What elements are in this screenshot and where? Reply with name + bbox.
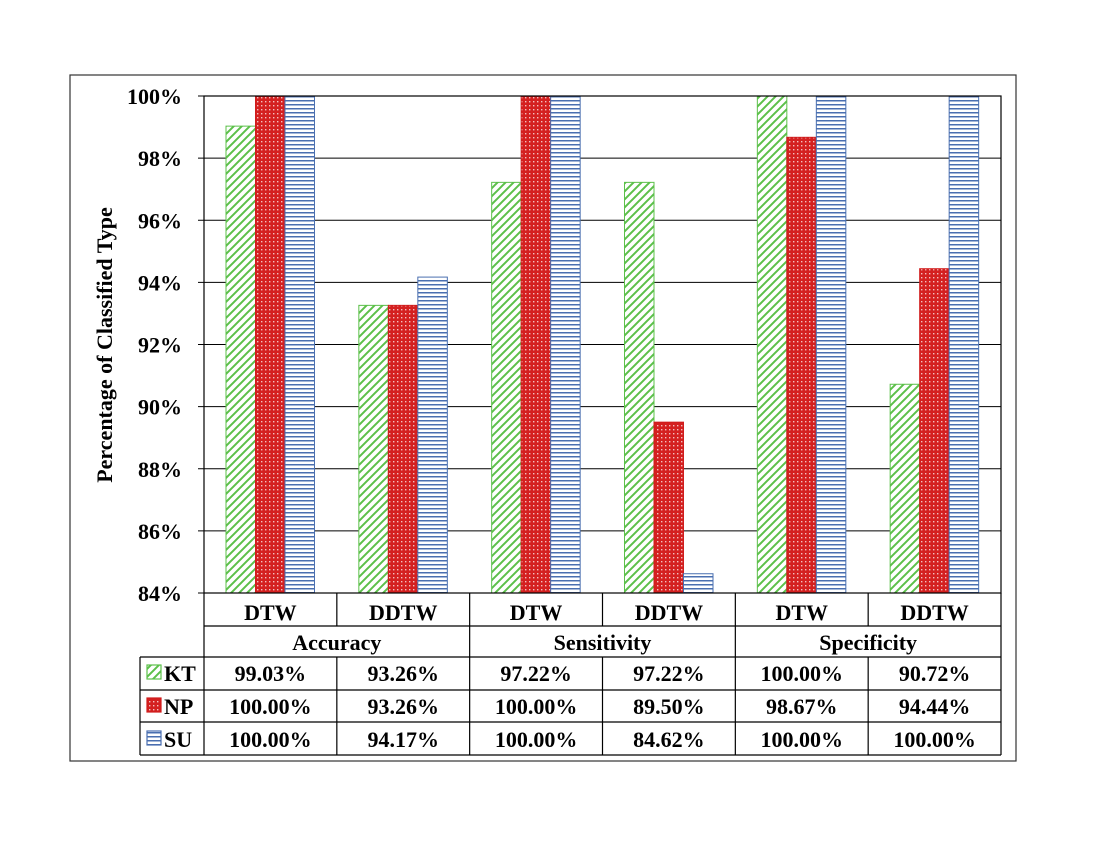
- bar-su: [948, 95, 980, 594]
- data-label: 94.44%: [899, 694, 971, 719]
- bar-np: [520, 95, 552, 594]
- data-label: 100.00%: [229, 694, 312, 719]
- x-tick-label: DTW: [244, 600, 297, 625]
- y-tick-label: 98%: [138, 146, 182, 171]
- bar-kt: [225, 125, 256, 594]
- y-tick-label: 94%: [138, 270, 182, 295]
- data-label: 98.67%: [766, 694, 838, 719]
- y-tick-label: 86%: [138, 519, 182, 544]
- bar-kt: [624, 181, 655, 594]
- data-label: 93.26%: [368, 694, 440, 719]
- data-label: 93.26%: [368, 661, 440, 686]
- y-tick-label: 88%: [138, 457, 182, 482]
- x-tick-label: DDTW: [900, 600, 968, 625]
- data-label: 100.00%: [229, 727, 312, 752]
- x-tick-label: DDTW: [369, 600, 437, 625]
- y-tick-label: 84%: [138, 581, 182, 606]
- bar-np: [387, 304, 419, 594]
- bar-np: [919, 268, 950, 594]
- bars: [225, 95, 980, 594]
- data-label: 97.22%: [633, 661, 705, 686]
- data-label: 94.17%: [368, 727, 440, 752]
- legend-label: SU: [164, 727, 192, 752]
- legend-swatch-np: [146, 697, 162, 713]
- legend-label: NP: [164, 694, 193, 719]
- group-label: Sensitivity: [554, 630, 652, 655]
- bar-kt: [756, 95, 788, 594]
- gridlines: [198, 95, 1001, 594]
- data-label: 100.00%: [495, 727, 578, 752]
- y-axis-label: Percentage of Classified Type: [92, 207, 117, 483]
- data-label: 97.22%: [500, 661, 572, 686]
- y-tick-label: 92%: [138, 333, 182, 358]
- legend-swatch-su: [146, 730, 162, 746]
- chart-frame: [69, 74, 1017, 762]
- data-table: DTW DDTW DTW DDTW DTW DDTW Accuracy Sensitivity…: [139, 593, 1002, 756]
- data-label: 84.62%: [633, 727, 705, 752]
- y-tick-label: 96%: [138, 208, 182, 233]
- legend-label: KT: [164, 661, 196, 686]
- y-tick-label: 90%: [138, 395, 182, 420]
- data-label: 89.50%: [633, 694, 705, 719]
- x-tick-label: DTW: [510, 600, 563, 625]
- legend-swatch-kt: [146, 664, 162, 680]
- bar-su: [683, 573, 714, 594]
- data-label: 100.00%: [761, 727, 844, 752]
- bar-np: [255, 95, 286, 594]
- data-label: 99.03%: [235, 661, 307, 686]
- bar-kt: [889, 383, 921, 594]
- x-tick-label: DDTW: [635, 600, 703, 625]
- group-label: Accuracy: [292, 630, 381, 655]
- bar-su: [550, 95, 581, 594]
- group-label: Specificity: [819, 630, 917, 655]
- bar-kt: [491, 181, 522, 594]
- bar-np: [786, 136, 817, 594]
- data-label: 100.00%: [893, 727, 976, 752]
- bar-su: [815, 95, 847, 594]
- data-label: 90.72%: [899, 661, 971, 686]
- bar-su: [417, 276, 448, 594]
- x-tick-label: DTW: [775, 600, 828, 625]
- bar-kt: [358, 304, 389, 594]
- y-tick-label: 100%: [127, 84, 182, 109]
- data-label: 100.00%: [495, 694, 578, 719]
- bar-np: [653, 421, 684, 594]
- bar-su: [284, 95, 315, 594]
- y-tick-labels: 84% 86% 88% 90% 92% 94% 96% 98% 100%: [127, 84, 182, 606]
- data-label: 100.00%: [761, 661, 844, 686]
